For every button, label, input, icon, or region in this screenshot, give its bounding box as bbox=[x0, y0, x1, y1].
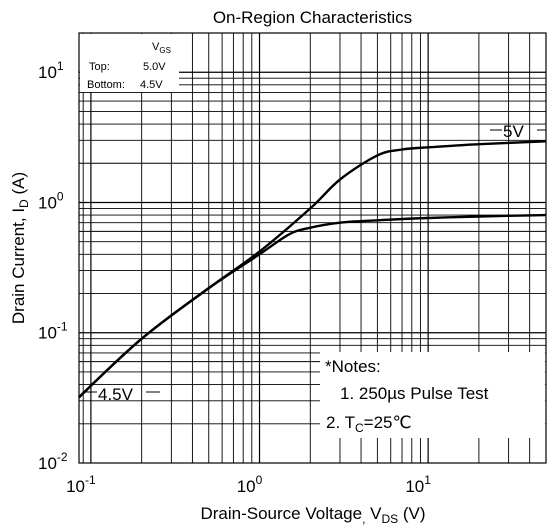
legend-bottom-value: 4.5V bbox=[140, 79, 163, 91]
y-tick-label: 101 bbox=[38, 59, 64, 82]
annotation-boxes bbox=[80, 34, 545, 438]
series-line-4-5v bbox=[78, 213, 547, 399]
x-tick-label: 10-1 bbox=[66, 473, 96, 496]
plot-frame bbox=[78, 32, 547, 464]
notes-heading: *Notes: bbox=[325, 357, 381, 376]
legend-box-bg bbox=[80, 34, 179, 92]
x-axis-label: Drain-Source Voltage, VDS (V) bbox=[200, 504, 425, 526]
curves bbox=[78, 140, 547, 399]
notes-line-1: 1. 250µs Pulse Test bbox=[340, 384, 489, 403]
notes-box-bg bbox=[320, 352, 545, 438]
y-axis-label: Drain Current, ID (A) bbox=[9, 172, 31, 324]
curve-label-4-5v: 4.5V bbox=[98, 385, 134, 404]
y-tick-label: 100 bbox=[38, 189, 64, 212]
chart-text: On-Region Characteristics 5V 4.5V VGS Top: 5… bbox=[9, 8, 546, 526]
chart-title: On-Region Characteristics bbox=[213, 8, 412, 27]
legend-top-value: 5.0V bbox=[143, 61, 166, 73]
legend-vgs-label: VGS bbox=[152, 41, 171, 55]
legend-bottom-label: Bottom: bbox=[87, 79, 125, 91]
y-tick-label: 10-2 bbox=[38, 450, 68, 473]
legend-top-label: Top: bbox=[89, 61, 110, 73]
notes-line-2: 2. TC=25℃ bbox=[326, 413, 412, 435]
curve-label-5v: 5V bbox=[503, 122, 524, 141]
x-tick-label: 101 bbox=[405, 473, 431, 496]
y-tick-label: 10-1 bbox=[38, 320, 68, 343]
x-tick-label: 100 bbox=[237, 473, 263, 496]
